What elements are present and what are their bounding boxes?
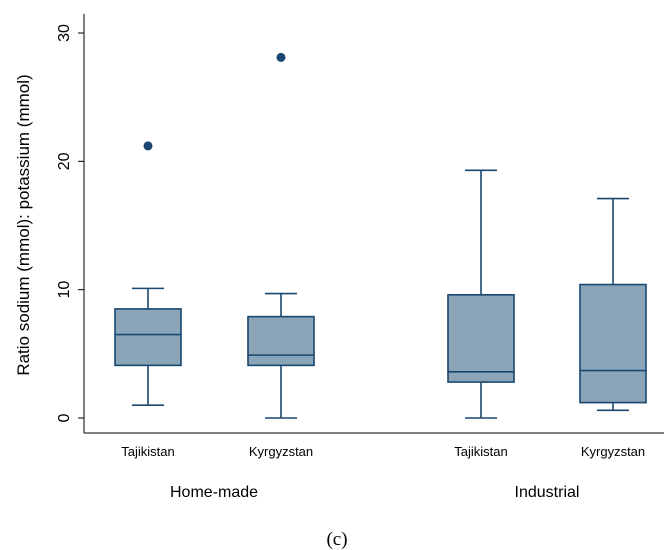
x-category-label: Kyrgyzstan	[249, 444, 313, 459]
x-group-label: Industrial	[515, 484, 580, 501]
box-industrialkyrgyzstan	[579, 197, 647, 412]
y-tick-label: 0	[56, 413, 73, 422]
x-category-label: Kyrgyzstan	[581, 444, 645, 459]
iqr-box	[114, 308, 182, 367]
outlier-point	[143, 141, 153, 151]
box-industrialtajikistan	[447, 169, 515, 419]
outlier-point	[276, 52, 286, 62]
x-category-label: Tajikistan	[121, 444, 174, 459]
x-category-label: Tajikistan	[454, 444, 507, 459]
figure-caption: (c)	[326, 529, 347, 550]
y-tick-label: 10	[56, 281, 73, 299]
plot-area	[114, 52, 647, 419]
box-home-madetajikistan	[114, 141, 182, 406]
box-home-madekyrgyzstan	[247, 52, 315, 419]
y-tick-label: 30	[56, 24, 73, 42]
y-axis: 0 10 20 30	[56, 14, 85, 433]
iqr-box	[247, 315, 315, 367]
x-axis: Tajikistan Kyrgyzstan Home-made Tajikistan K…	[84, 432, 664, 501]
y-tick-label: 20	[56, 152, 73, 170]
iqr-box	[579, 283, 647, 404]
x-group-label: Home-made	[170, 484, 258, 501]
iqr-box	[447, 293, 515, 383]
y-axis-title: Ratio sodium (mmol): potassium (mmol)	[14, 74, 33, 375]
